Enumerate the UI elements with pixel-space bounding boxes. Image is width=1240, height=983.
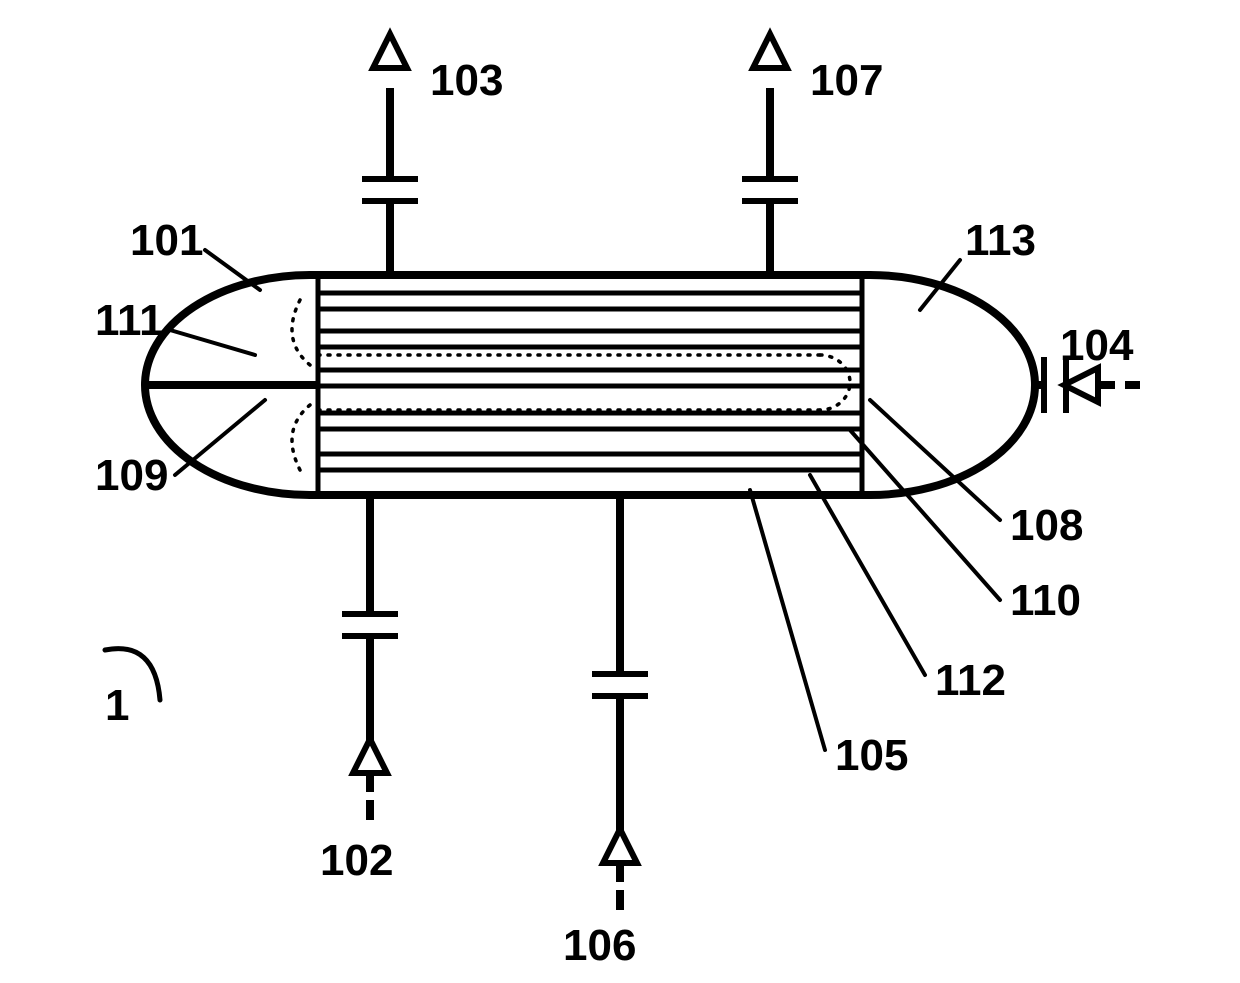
leader-l109: [175, 400, 265, 475]
label-109: 109: [95, 451, 168, 500]
leader-l110: [850, 430, 1000, 600]
heat-exchanger-diagram: 103 107 101 113 111 104 109 108 110112 105 102 106 1: [0, 0, 1240, 983]
label-106: 106: [563, 921, 636, 970]
label-111: 111: [95, 296, 164, 345]
label-102: 102: [320, 836, 393, 885]
tube-bundle: [318, 293, 862, 470]
label-101: 101: [130, 216, 203, 265]
label-110: 110: [1010, 576, 1081, 625]
leader-lines: [170, 250, 1000, 750]
leader-l105: [750, 490, 825, 750]
leader-l111: [170, 330, 255, 355]
label-112: 112: [935, 656, 1006, 705]
leader-l112: [810, 475, 925, 675]
label-104: 104: [1060, 321, 1134, 370]
label-108: 108: [1010, 501, 1083, 550]
leader-l108: [870, 400, 1000, 520]
label-107: 107: [810, 56, 883, 105]
labels: 103 107 101 113 111 104 109 108 110112 105 102 106 1: [95, 56, 1134, 970]
label-103: 103: [430, 56, 503, 105]
label-1: 1: [105, 681, 129, 730]
label-105: 105: [835, 731, 908, 780]
label-113: 113: [965, 216, 1036, 265]
